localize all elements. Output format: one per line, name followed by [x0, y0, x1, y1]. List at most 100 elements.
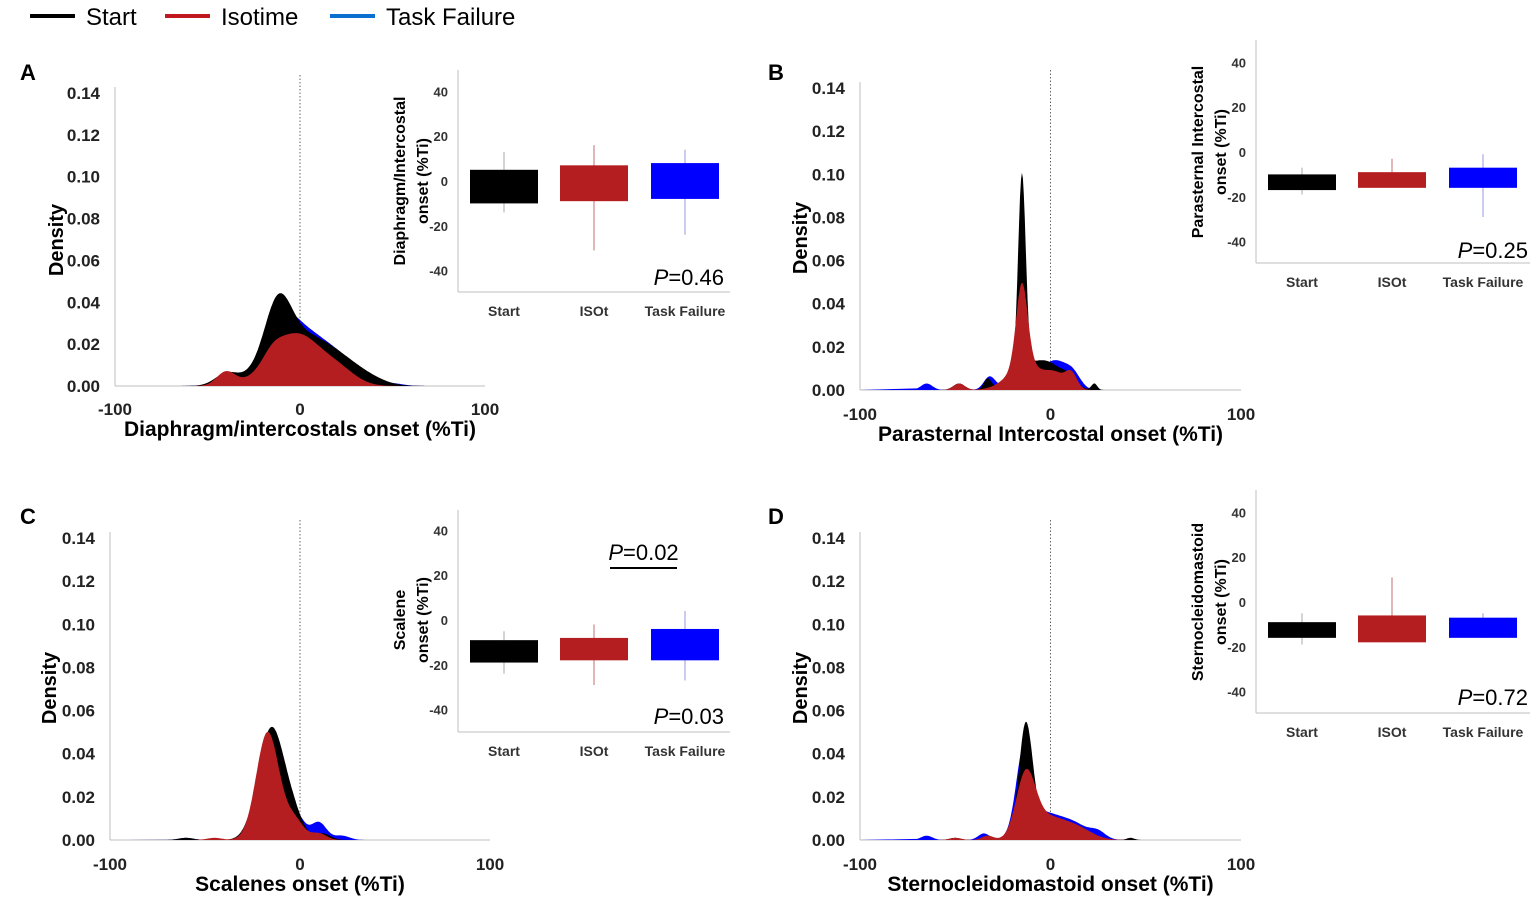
y-tick-label: 0.04: [812, 295, 846, 314]
panel-letter: A: [20, 60, 36, 85]
inset-category-label: Start: [1286, 274, 1318, 290]
y-tick-label: 0.12: [67, 126, 100, 145]
p-value-text: =0.25: [1472, 238, 1528, 263]
p-value-label: P=0.46: [654, 265, 724, 290]
x-axis-title: Sternocleidomastoid onset (%Ti): [887, 873, 1213, 896]
inset-category-label: ISOt: [1378, 274, 1407, 290]
panel-B: B 0.00 0.02 0.04 0.06 0.08 0.10 0.12 0.14 -100 0 10…: [768, 40, 1530, 446]
y-tick-label: 0.08: [67, 210, 100, 229]
x-tick-label: 100: [1227, 405, 1255, 424]
y-tick-label: 0.04: [62, 745, 96, 764]
p-value-letter: P: [654, 265, 669, 290]
y-tick-label: 0.14: [812, 529, 846, 548]
legend: Start Isotime Task Failure: [30, 4, 515, 31]
inset-bar-failure: [651, 163, 719, 199]
inset-bar-chart: 40 20 0 -20 -40 Start ISOt Task Failure Sternocl…: [1190, 490, 1530, 740]
x-tick-label: 100: [476, 855, 504, 874]
inset-y-axis-title: onset (%Ti): [415, 577, 432, 663]
p-value-text: =0.03: [668, 704, 724, 729]
x-tick-label: 0: [295, 855, 304, 874]
panel-A: A 0.00 0.02 0.04 0.06 0.08 0.10 0.12 0.14 -100 0 10…: [20, 60, 730, 441]
inset-y-axis-title: Diaphragm/Intercostal: [392, 97, 409, 266]
x-tick-label: 100: [471, 400, 499, 419]
inset-y-tick-label: 20: [434, 568, 448, 583]
density-area-iso: [860, 282, 1194, 390]
inset-category-label: Task Failure: [1443, 274, 1524, 290]
inset-y-tick-label: 0: [1239, 595, 1246, 610]
y-tick-label: 0.02: [812, 788, 845, 807]
y-tick-label: 0.12: [62, 572, 95, 591]
y-axis-title: Density: [46, 203, 68, 276]
inset-bar-iso: [560, 637, 628, 661]
y-tick-label: 0.10: [67, 168, 100, 187]
y-tick-label: 0.04: [67, 293, 101, 312]
inset-y-axis-title: onset (%Ti): [1213, 559, 1230, 645]
p-value-letter: P: [654, 704, 669, 729]
panel-letter: D: [768, 504, 784, 529]
inset-y-tick-label: -20: [1227, 640, 1246, 655]
y-tick-label: 0.06: [812, 252, 845, 271]
inset-y-tick-label: -40: [1227, 685, 1246, 700]
y-tick-label: 0.08: [62, 658, 95, 677]
inset-bar-start: [470, 640, 538, 663]
inset-y-tick-label: 20: [1232, 100, 1246, 115]
inset-bar-failure: [651, 628, 719, 661]
x-tick-label: 0: [295, 400, 304, 419]
x-axis-title: Parasternal Intercostal onset (%Ti): [878, 423, 1223, 446]
inset-bar-chart: 40 20 0 -20 -40 Start ISOt Task Failure Paraster…: [1190, 40, 1530, 290]
y-axis-title: Density: [790, 201, 812, 274]
x-tick-label: 0: [1046, 855, 1055, 874]
legend-label-1: Isotime: [221, 4, 298, 31]
inset-y-tick-label: 40: [434, 523, 448, 538]
y-tick-label: 0.10: [62, 615, 95, 634]
x-axis-title: Diaphragm/intercostals onset (%Ti): [124, 418, 476, 441]
inset-category-label: Start: [1286, 724, 1318, 740]
inset-y-axis-title: Scalene: [392, 590, 409, 651]
y-tick-label: 0.10: [812, 165, 845, 184]
density-area-iso: [110, 731, 443, 840]
y-tick-label: 0.12: [812, 572, 845, 591]
inset-bar-failure: [1449, 617, 1517, 638]
p-value-label: P=0.72: [1458, 685, 1528, 710]
panel-D: D 0.00 0.02 0.04 0.06 0.08 0.10 0.12 0.14 -100 0 10…: [768, 490, 1530, 896]
inset-bar-start: [1268, 174, 1336, 191]
inset-bar-chart: 40 20 0 -20 -40 Start ISOt Task Failure Scalene o…: [392, 510, 730, 759]
y-axis-title: Density: [39, 651, 61, 724]
y-tick-label: 0.14: [67, 84, 101, 103]
y-tick-label: 0.00: [812, 831, 845, 850]
p-value-label: P=0.25: [1458, 238, 1528, 263]
inset-y-tick-label: -20: [429, 658, 448, 673]
inset-y-tick-label: 0: [1239, 145, 1246, 160]
y-tick-label: 0.06: [62, 702, 95, 721]
p-value-text: =0.46: [668, 265, 724, 290]
y-tick-label: 0.06: [67, 251, 100, 270]
p-value-text: =0.72: [1472, 685, 1528, 710]
x-axis-title: Scalenes onset (%Ti): [195, 873, 405, 896]
inset-bar-iso: [1358, 615, 1426, 643]
inset-y-tick-label: 0: [441, 613, 448, 628]
y-tick-label: 0.04: [812, 745, 846, 764]
inset-y-tick-label: 40: [434, 84, 448, 99]
inset-category-label: Task Failure: [1443, 724, 1524, 740]
inset-y-axis-title: Parasternal Intercostal: [1190, 66, 1207, 239]
y-axis-title: Density: [790, 651, 812, 724]
y-tick-label: 0.10: [812, 615, 845, 634]
y-tick-label: 0.14: [812, 79, 846, 98]
x-tick-label: -100: [843, 855, 877, 874]
inset-y-tick-label: -20: [1227, 190, 1246, 205]
panel-C: C 0.00 0.02 0.04 0.06 0.08 0.10 0.12 0.14 -100 0 10…: [20, 504, 730, 896]
panel-letter: B: [768, 60, 784, 85]
y-tick-label: 0.02: [62, 788, 95, 807]
y-tick-label: 0.08: [812, 208, 845, 227]
inset-y-tick-label: -40: [1227, 235, 1246, 250]
y-tick-label: 0.08: [812, 658, 845, 677]
p-value-letter: P: [1458, 238, 1473, 263]
inset-y-axis-title: onset (%Ti): [415, 138, 432, 224]
inset-category-label: Task Failure: [645, 743, 726, 759]
p-value-letter: P: [1458, 685, 1473, 710]
inset-bar-chart: 40 20 0 -20 -40 Start ISOt Task Failure Diaphrag…: [392, 70, 730, 319]
x-tick-label: 100: [1227, 855, 1255, 874]
x-tick-label: -100: [93, 855, 127, 874]
panel-letter: C: [20, 504, 36, 529]
legend-label-0: Start: [86, 4, 137, 31]
